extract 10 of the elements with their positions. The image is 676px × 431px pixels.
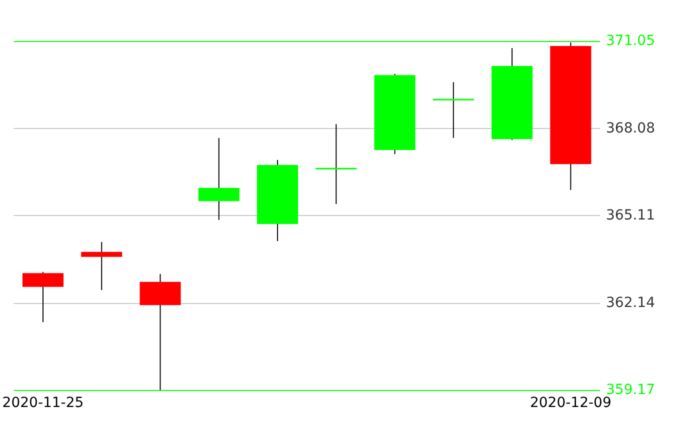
y-tick-label: 371.05 [606, 33, 655, 49]
x-tick-label: 2020-11-25 [2, 395, 84, 411]
candlestick [81, 241, 122, 291]
candlestick [316, 124, 357, 205]
y-tick-label: 359.17 [606, 382, 655, 398]
y-tick-label: 368.08 [606, 120, 655, 136]
y-tick-label: 362.14 [606, 294, 656, 311]
y-tick-label: 365.11 [606, 208, 655, 224]
x-tick-label: 2020-12-09 [530, 395, 612, 411]
candlestick [432, 82, 474, 138]
